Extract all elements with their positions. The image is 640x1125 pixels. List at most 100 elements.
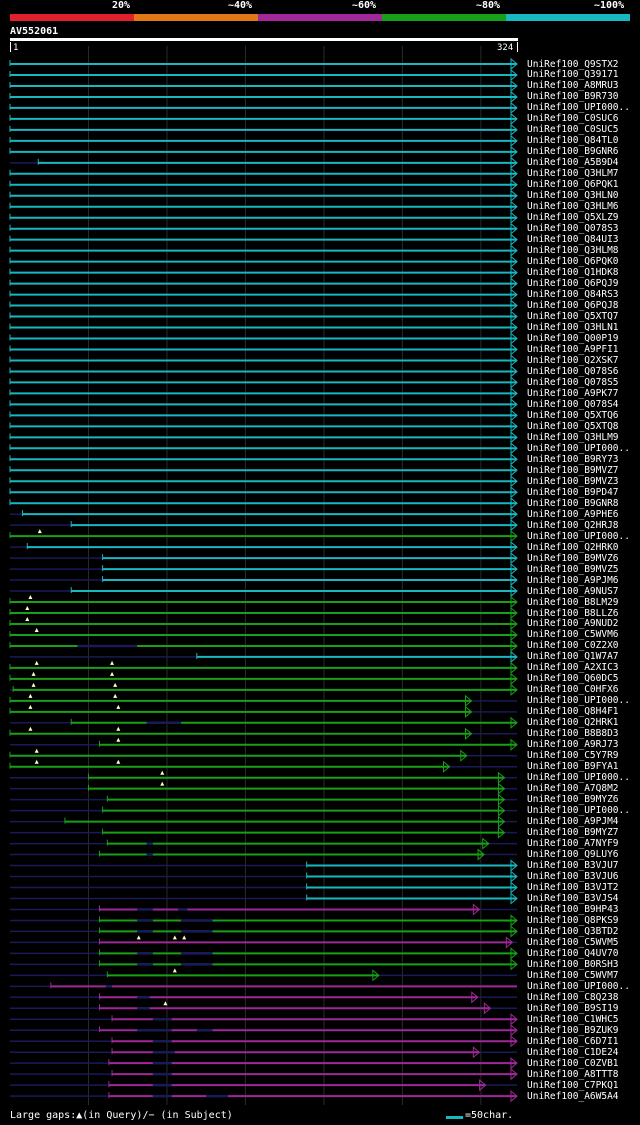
hit-label[interactable]: UniRef100_B9FYA1 [527,761,619,773]
hit-label[interactable]: UniRef100_Q1HDK8 [527,267,619,279]
hit-label[interactable]: UniRef100_UPI000.. [527,772,630,784]
hit-label[interactable]: UniRef100_Q84UI3 [527,234,619,246]
hit-label[interactable]: UniRef100_C1DE24 [527,1046,619,1058]
hit-label[interactable]: UniRef100_Q3HLM9 [527,431,619,443]
hit-label[interactable]: UniRef100_Q39171 [527,69,619,81]
hit-label[interactable]: UniRef100_UPI000.. [527,695,630,707]
hit-label[interactable]: UniRef100_A8MRU3 [527,80,619,92]
hit-label[interactable]: UniRef100_B8LLZ6 [527,607,619,619]
hit-label[interactable]: UniRef100_C0ZVB1 [527,1057,619,1069]
hit-label[interactable]: UniRef100_A9PK77 [527,387,619,399]
hit-label[interactable]: UniRef100_Q9LUY6 [527,849,619,861]
hit-label[interactable]: UniRef100_B9ZUK9 [527,1024,619,1036]
hit-label[interactable]: UniRef100_Q4UV70 [527,947,619,959]
hit-label[interactable]: UniRef100_Q3BTD2 [527,925,619,937]
hit-label[interactable]: UniRef100_B9MVZ7 [527,464,619,476]
hit-label[interactable]: UniRef100_B9SI19 [527,1002,619,1014]
hit-arrow [510,277,518,290]
hit-label[interactable]: UniRef100_C6D7I1 [527,1035,619,1047]
hit-label[interactable]: UniRef100_Q2XSK7 [527,354,619,366]
hit-label[interactable]: UniRef100_Q3HLN1 [527,322,619,334]
hit-label[interactable]: UniRef100_B9MYZ6 [527,794,619,806]
hit-label[interactable]: UniRef100_C8Q238 [527,991,619,1003]
hit-label[interactable]: UniRef100_UPI000.. [527,805,630,817]
hit-label[interactable]: UniRef100_Q5XTQ8 [527,420,619,432]
hit-label[interactable]: UniRef100_Q3HLM7 [527,168,619,180]
hit-label[interactable]: UniRef100_B8B8D3 [527,728,619,740]
hit-label[interactable]: UniRef100_UPI000.. [527,530,630,542]
hit-label[interactable]: UniRef100_Q078S3 [527,223,619,235]
hit-label[interactable]: UniRef100_Q6PQK0 [527,256,619,268]
hit-label[interactable]: UniRef100_Q2HRK0 [527,541,619,553]
hit-label[interactable]: UniRef100_C0Z2X0 [527,640,619,652]
hit-label[interactable]: UniRef100_B9MVZ3 [527,475,619,487]
hit-label[interactable]: UniRef100_B9MYZ7 [527,827,619,839]
hit-label[interactable]: UniRef100_A9PFI1 [527,343,619,355]
hit-label[interactable]: UniRef100_C0SUC6 [527,113,619,125]
hit-label[interactable]: UniRef100_B9PD47 [527,486,619,498]
hit-label[interactable]: UniRef100_A9PJM4 [527,816,619,828]
hit-label[interactable]: UniRef100_C5WVM6 [527,629,619,641]
hit-label[interactable]: UniRef100_B9GNR6 [527,146,619,158]
hit-label[interactable]: UniRef100_C5Y7R9 [527,750,619,762]
hit-arrow [510,617,518,631]
hit-label[interactable]: UniRef100_C5WVM5 [527,936,619,948]
hit-label[interactable]: UniRef100_Q8PKS9 [527,914,619,926]
hit-label[interactable]: UniRef100_B3VJU6 [527,871,619,883]
hit-label[interactable]: UniRef100_Q8H4F1 [527,706,619,718]
hit-label[interactable]: UniRef100_Q3HLM8 [527,245,619,257]
hit-label[interactable]: UniRef100_UPI000.. [527,980,630,992]
hit-label[interactable]: UniRef100_B9R730 [527,91,619,103]
hit-label[interactable]: UniRef100_A6W5A4 [527,1090,619,1102]
hit-label[interactable]: UniRef100_Q9STX2 [527,58,619,70]
hit-label[interactable]: UniRef100_A8TTT8 [527,1068,619,1080]
hit-label[interactable]: UniRef100_B3VJS4 [527,892,619,904]
hit-label[interactable]: UniRef100_B9HP43 [527,903,619,915]
hit-label[interactable]: UniRef100_B0RSH3 [527,958,619,970]
hit-label[interactable]: UniRef100_Q3HLN0 [527,190,619,202]
hit-label[interactable]: UniRef100_C7PKQ1 [527,1079,619,1091]
query-insertion-marker [28,726,33,731]
hit-label[interactable]: UniRef100_C5WVM7 [527,969,619,981]
hit-label[interactable]: UniRef100_Q00P19 [527,333,619,344]
hit-label[interactable]: UniRef100_A9PJM6 [527,574,619,586]
hit-label[interactable]: UniRef100_Q2HRJ8 [527,519,619,531]
hit-arrow [510,1090,518,1103]
hit-label[interactable]: UniRef100_Q6PQJ8 [527,300,619,312]
hit-label[interactable]: UniRef100_A7Q8M2 [527,783,619,795]
hit-label[interactable]: UniRef100_Q6PQK1 [527,179,619,191]
hit-label[interactable]: UniRef100_Q84TL0 [527,135,619,147]
hit-label[interactable]: UniRef100_Q84RS3 [527,289,619,301]
hit-label[interactable]: UniRef100_B9MVZ5 [527,563,619,575]
hit-label[interactable]: UniRef100_B9GNR8 [527,497,619,509]
hit-label[interactable]: UniRef100_Q078S6 [527,365,619,377]
hit-label[interactable]: UniRef100_C0SUC5 [527,124,619,136]
hit-label[interactable]: UniRef100_A9NUS7 [527,585,619,597]
hit-label[interactable]: UniRef100_UPI000.. [527,442,630,454]
query-insertion-marker [160,770,165,775]
hit-label[interactable]: UniRef100_B3VJU7 [527,860,619,872]
hit-label[interactable]: UniRef100_UPI000.. [527,102,630,114]
hit-label[interactable]: UniRef100_Q60DC5 [527,673,619,685]
hit-label[interactable]: UniRef100_B9RY73 [527,453,619,465]
hit-label[interactable]: UniRef100_Q2HRK1 [527,717,619,729]
hit-label[interactable]: UniRef100_Q078S5 [527,376,619,388]
hit-label[interactable]: UniRef100_Q078S4 [527,398,619,410]
hit-label[interactable]: UniRef100_B3VJT2 [527,882,619,893]
hit-label[interactable]: UniRef100_B8LM29 [527,596,619,608]
hit-label[interactable]: UniRef100_C0HFX6 [527,684,619,696]
hit-label[interactable]: UniRef100_A2XIC3 [527,662,619,674]
hit-label[interactable]: UniRef100_A9RJ73 [527,739,619,751]
hit-label[interactable]: UniRef100_A9PHE6 [527,508,619,520]
hit-label[interactable]: UniRef100_Q6PQJ9 [527,278,619,290]
hit-label[interactable]: UniRef100_A9NUD2 [527,618,619,630]
hit-label[interactable]: UniRef100_Q3HLM6 [527,201,619,213]
hit-label[interactable]: UniRef100_A7NYF9 [527,838,619,850]
hit-label[interactable]: UniRef100_B9MVZ6 [527,552,619,564]
hit-label[interactable]: UniRef100_A5B9D4 [527,157,619,169]
hit-label[interactable]: UniRef100_Q5XTQ7 [527,311,619,323]
hit-label[interactable]: UniRef100_C1WHC5 [527,1013,619,1025]
hit-label[interactable]: UniRef100_Q1W7A7 [527,651,619,663]
hit-label[interactable]: UniRef100_Q5XTQ6 [527,409,619,421]
hit-label[interactable]: UniRef100_Q5XLZ9 [527,212,619,224]
